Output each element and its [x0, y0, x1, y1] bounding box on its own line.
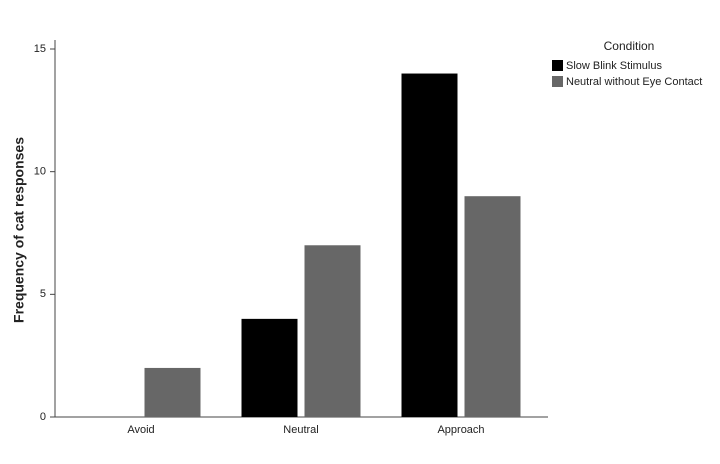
- legend-label: Slow Blink Stimulus: [566, 60, 662, 72]
- legend-swatch: [552, 60, 563, 71]
- x-tick-label: Neutral: [283, 424, 318, 436]
- y-axis-label: Frequency of cat responses: [11, 137, 27, 323]
- legend-swatch: [552, 76, 563, 87]
- bar: [401, 73, 458, 418]
- y-tick-label: 15: [34, 43, 46, 55]
- legend-label: Neutral without Eye Contact: [566, 76, 702, 88]
- x-tick-label: Avoid: [127, 424, 154, 436]
- legend-title: Condition: [604, 39, 655, 53]
- bar: [304, 245, 361, 417]
- bar: [464, 196, 521, 417]
- bar: [144, 367, 201, 417]
- y-tick-label: 10: [34, 166, 46, 178]
- x-tick-label: Approach: [437, 424, 484, 436]
- y-tick-label: 5: [40, 288, 46, 300]
- y-tick-label: 0: [40, 411, 46, 423]
- bar: [241, 318, 298, 417]
